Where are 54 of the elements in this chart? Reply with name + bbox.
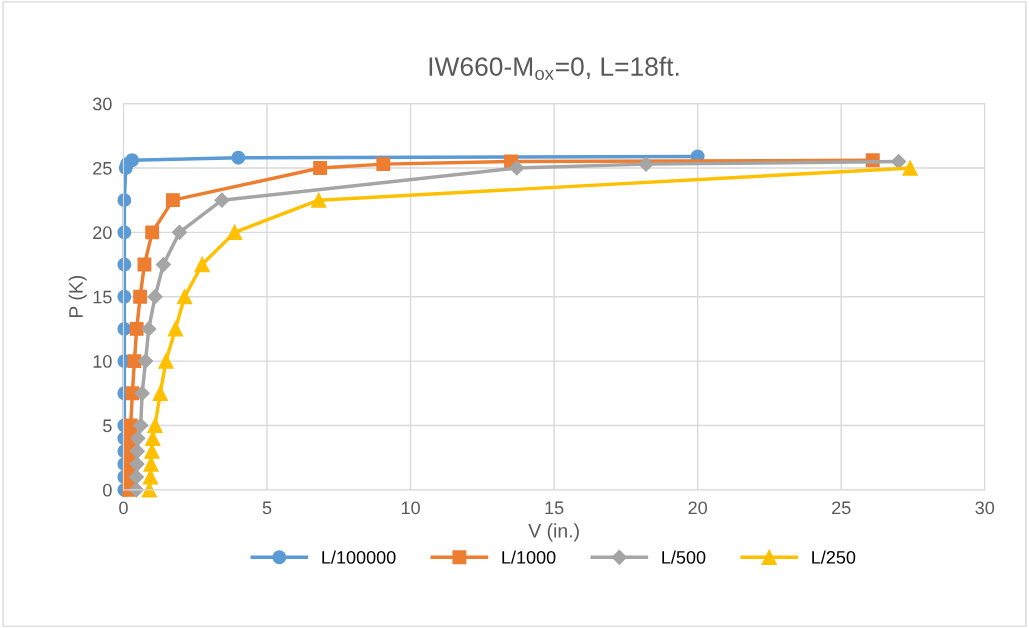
point [125,153,140,168]
point [147,417,163,434]
legend-label: L/100000 [322,550,396,564]
x-tick-label: 0 [119,501,128,515]
y-tick-label: 10 [93,355,112,368]
point [155,256,171,273]
y-tick-label: 30 [92,97,112,111]
point [128,469,144,485]
point [129,321,144,336]
point [509,160,525,176]
point [137,257,152,272]
point [176,289,193,305]
point [194,256,210,273]
point [231,150,246,165]
x-tick-label: 30 [975,501,995,515]
point [147,289,163,305]
x-tick-label: 5 [262,501,272,515]
y-tick-label: 5 [103,419,112,433]
x-tick-label: 10 [401,501,420,515]
x-tick-label: 15 [545,501,564,515]
x-tick-label: 20 [688,501,707,515]
legend-label: L/500 [662,550,706,564]
point [376,157,391,172]
x-axis-title: V (in.) [528,523,579,542]
point [171,224,188,240]
y-tick-label: 15 [93,290,112,304]
point [127,354,142,369]
point [152,385,168,401]
point [313,161,328,175]
point [165,193,180,208]
point [158,353,174,369]
point [133,289,148,304]
point [143,456,159,472]
legend-label: L/1000 [502,550,556,564]
point [902,160,918,176]
point [311,192,327,208]
point [145,225,160,240]
point [638,156,654,172]
y-tick-label: 0 [103,483,112,497]
y-axis-title: P (K) [68,275,87,318]
legend-label: L/250 [812,550,856,564]
point [129,443,145,459]
point [130,430,146,446]
chart-title: IW660-M$_{ox}$=0, L=18ft. [429,56,679,81]
point [141,321,157,337]
y-tick-label: 20 [93,226,112,240]
point [133,417,149,434]
x-tick-label: 25 [832,501,851,515]
point [214,192,230,208]
y-tick-label: 25 [93,161,112,175]
point [167,321,184,337]
point [138,353,154,369]
point [134,385,150,401]
point [226,224,243,240]
